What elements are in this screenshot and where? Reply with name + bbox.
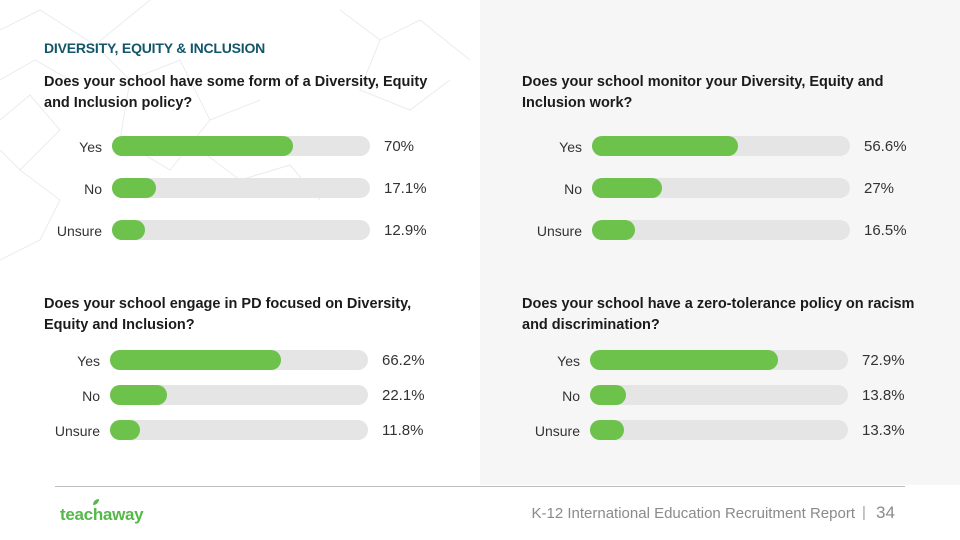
page-number: 34 bbox=[876, 503, 895, 522]
bar-fill bbox=[592, 178, 662, 198]
bar-category-label: Unsure bbox=[54, 423, 100, 439]
section-title: DIVERSITY, EQUITY & INCLUSION bbox=[44, 40, 266, 56]
bar-track bbox=[110, 350, 368, 370]
bar-value-label: 11.8% bbox=[382, 422, 424, 439]
bar-fill bbox=[110, 385, 168, 405]
bar-track bbox=[112, 178, 370, 198]
bar-fill bbox=[592, 136, 739, 156]
bar-fill bbox=[590, 420, 625, 440]
bar-fill bbox=[110, 420, 141, 440]
bar-category-label: No bbox=[564, 181, 582, 197]
bar-value-label: 72.9% bbox=[862, 352, 905, 369]
logo-leaf-icon bbox=[93, 499, 99, 505]
bar-value-label: 66.2% bbox=[382, 352, 425, 369]
bar-fill bbox=[590, 385, 626, 405]
teachaway-logo: teachaway bbox=[60, 505, 144, 524]
question-dei-monitoring: Does your school monitor your Diversity,… bbox=[522, 74, 884, 111]
bar-fill bbox=[110, 350, 281, 370]
bar-category-label: Unsure bbox=[56, 223, 102, 239]
bar-fill bbox=[112, 220, 146, 240]
bar-category-label: Unsure bbox=[536, 223, 582, 239]
bar-value-label: 27% bbox=[864, 180, 895, 197]
bar-track bbox=[592, 178, 850, 198]
question-zero-tolerance: Does your school have a zero-tolerance p… bbox=[522, 296, 915, 333]
report-title: K-12 International Education Recruitment… bbox=[531, 505, 855, 522]
bar-value-label: 70% bbox=[384, 138, 415, 155]
bar-category-label: Yes bbox=[77, 353, 100, 369]
question-dei-pd: Does your school engage in PD focused on… bbox=[44, 296, 412, 333]
bar-value-label: 13.3% bbox=[862, 422, 905, 439]
bar-track bbox=[590, 350, 848, 370]
bar-fill bbox=[590, 350, 779, 370]
bar-fill bbox=[592, 220, 635, 240]
footer-separator: | bbox=[862, 504, 866, 521]
bar-track bbox=[592, 220, 850, 240]
bar-value-label: 13.8% bbox=[862, 387, 905, 404]
bar-category-label: Yes bbox=[557, 353, 580, 369]
bar-value-label: 17.1% bbox=[384, 180, 427, 197]
bar-category-label: Unsure bbox=[534, 423, 580, 439]
bar-track bbox=[590, 385, 848, 405]
bar-value-label: 12.9% bbox=[384, 222, 427, 239]
bar-category-label: No bbox=[562, 388, 580, 404]
footer-divider bbox=[55, 486, 905, 487]
bar-track bbox=[112, 136, 370, 156]
bar-value-label: 22.1% bbox=[382, 387, 425, 404]
bar-category-label: No bbox=[84, 181, 102, 197]
bar-track bbox=[592, 136, 850, 156]
bar-value-label: 56.6% bbox=[864, 138, 907, 155]
bar-category-label: Yes bbox=[79, 139, 102, 155]
bar-track bbox=[590, 420, 848, 440]
question-dei-policy: Does your school have some form of a Div… bbox=[44, 74, 428, 111]
bar-fill bbox=[112, 136, 293, 156]
bar-value-label: 16.5% bbox=[864, 222, 907, 239]
background-geometric-pattern bbox=[0, 0, 471, 261]
bar-track bbox=[110, 385, 368, 405]
bar-track bbox=[112, 220, 370, 240]
bar-track bbox=[110, 420, 368, 440]
bar-category-label: Yes bbox=[559, 139, 582, 155]
bar-category-label: No bbox=[82, 388, 100, 404]
bar-fill bbox=[112, 178, 157, 198]
